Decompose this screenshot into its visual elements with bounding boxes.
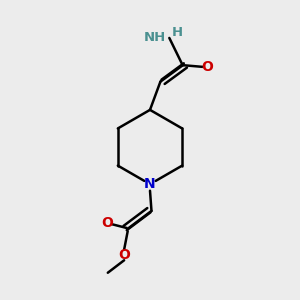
Text: O: O xyxy=(101,216,113,230)
Text: O: O xyxy=(118,248,130,262)
Text: H: H xyxy=(172,26,183,39)
Text: N: N xyxy=(144,177,156,191)
Text: O: O xyxy=(201,60,213,74)
Text: NH: NH xyxy=(144,32,166,44)
